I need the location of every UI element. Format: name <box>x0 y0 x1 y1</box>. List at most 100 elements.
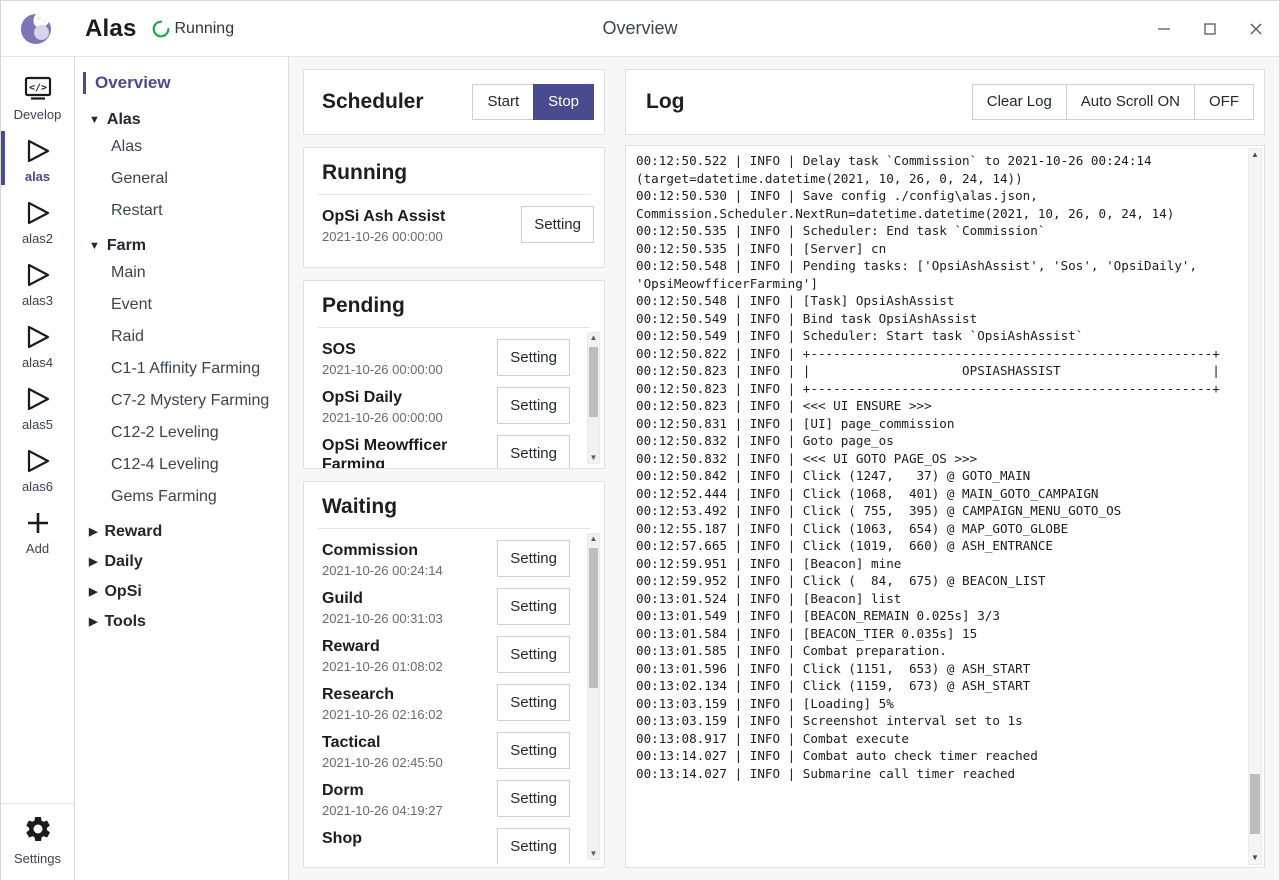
scroll-down-icon[interactable]: ▼ <box>589 453 598 463</box>
task-setting-button[interactable]: Setting <box>497 540 570 578</box>
nav-item-main[interactable]: Main <box>111 264 146 281</box>
nav-group-tools[interactable]: ▶ Tools <box>75 603 288 633</box>
clear-log-button[interactable]: Clear Log <box>971 84 1067 121</box>
nav-group-daily[interactable]: ▶ Daily <box>75 543 288 573</box>
task-setting-button[interactable]: Setting <box>497 435 570 469</box>
rail-label: alas <box>24 169 51 184</box>
task-name: Shop <box>322 830 362 848</box>
nav-group-farm[interactable]: ▼ Farm <box>75 227 288 257</box>
play-triangle-icon <box>23 134 53 168</box>
rail-item-alas4[interactable]: alas4 <box>1 313 74 375</box>
task-row[interactable]: Tactical 2021-10-26 02:45:50 Setting <box>304 727 580 775</box>
task-row[interactable]: Guild 2021-10-26 00:31:03 Setting <box>304 583 580 631</box>
task-setting-button[interactable]: Setting <box>497 588 570 626</box>
scrollbar-thumb[interactable] <box>589 347 598 418</box>
task-row[interactable]: OpSi Meowfficer Farming Setting <box>304 430 580 469</box>
task-row[interactable]: Commission 2021-10-26 00:24:14 Setting <box>304 535 580 583</box>
rail-item-develop[interactable]: </> Develop <box>1 65 74 127</box>
main-body: </> Develop alas alas2 <box>1 57 1279 880</box>
task-setting-button[interactable]: Setting <box>497 828 570 865</box>
nav-item-restart[interactable]: Restart <box>111 202 163 219</box>
task-row[interactable]: Shop Setting <box>304 823 580 865</box>
rail-item-alas6[interactable]: alas6 <box>1 437 74 499</box>
task-row[interactable]: Reward 2021-10-26 01:08:02 Setting <box>304 631 580 679</box>
nav-group-opsi[interactable]: ▶ OpSi <box>75 573 288 603</box>
run-status: Running <box>151 19 234 39</box>
task-row[interactable]: Research 2021-10-26 02:16:02 Setting <box>304 679 580 727</box>
task-time: 2021-10-26 01:08:02 <box>322 659 443 675</box>
nav-item-c12-2-leveling[interactable]: C12-2 Leveling <box>111 424 219 441</box>
settings-label: Settings <box>14 851 61 866</box>
task-setting-button[interactable]: Setting <box>497 684 570 722</box>
nav-item-c12-4-leveling[interactable]: C12-4 Leveling <box>111 456 219 473</box>
scroll-up-icon[interactable]: ▲ <box>589 534 598 544</box>
task-setting-button[interactable]: Setting <box>497 732 570 770</box>
chevron-down-icon: ▼ <box>89 113 100 126</box>
log-buttons: Clear Log Auto Scroll ON OFF <box>971 84 1254 121</box>
nav-group-label: Farm <box>106 237 147 254</box>
task-setting-button[interactable]: Setting <box>497 339 570 377</box>
alas-moon-logo-icon <box>16 9 56 49</box>
nav-item-overview[interactable]: Overview <box>75 65 288 101</box>
divider <box>318 327 590 329</box>
nav-item-general[interactable]: General <box>111 170 168 187</box>
auto-scroll-off-button[interactable]: OFF <box>1194 84 1254 121</box>
scroll-down-icon[interactable]: ▼ <box>1251 853 1259 862</box>
start-button[interactable]: Start <box>472 84 535 121</box>
play-triangle-icon <box>23 258 53 292</box>
rail-item-alas5[interactable]: alas5 <box>1 375 74 437</box>
scroll-down-icon[interactable]: ▼ <box>589 849 598 859</box>
nav-group-alas[interactable]: ▼ Alas <box>75 101 288 131</box>
task-row[interactable]: SOS 2021-10-26 00:00:00 Setting <box>304 334 580 382</box>
pending-scrollbar[interactable]: ▲ ▼ <box>587 332 600 465</box>
nav-group-reward[interactable]: ▶ Reward <box>75 513 288 543</box>
close-icon[interactable] <box>1233 1 1279 57</box>
nav-item-c7-2-mystery-farming[interactable]: C7-2 Mystery Farming <box>111 392 270 409</box>
nav-item-raid[interactable]: Raid <box>111 328 144 345</box>
task-name: Guild <box>322 590 363 608</box>
nav-item-event[interactable]: Event <box>111 296 152 313</box>
task-row[interactable]: OpSi Daily 2021-10-26 00:00:00 Setting <box>304 382 580 430</box>
pending-task-list: SOS 2021-10-26 00:00:00 Setting OpSi Dai… <box>304 328 604 469</box>
log-scrollbar[interactable]: ▲ ▼ <box>1248 148 1262 865</box>
rail-label: alas4 <box>21 355 54 370</box>
play-triangle-icon <box>23 382 53 416</box>
rail-label: alas3 <box>21 293 54 308</box>
scroll-up-icon[interactable]: ▲ <box>1251 150 1259 160</box>
nav-item-c1-1-affinity-farming[interactable]: C1-1 Affinity Farming <box>111 360 261 377</box>
scrollbar-thumb[interactable] <box>589 548 598 689</box>
nav-group-label: Daily <box>104 553 143 570</box>
task-setting-button[interactable]: Setting <box>497 780 570 818</box>
task-setting-button[interactable]: Setting <box>497 387 570 425</box>
task-time: 2021-10-26 02:16:02 <box>322 707 443 723</box>
task-time: 2021-10-26 04:19:27 <box>322 803 443 819</box>
rail-item-alas[interactable]: alas <box>1 127 74 189</box>
chevron-down-icon: ▼ <box>89 239 100 252</box>
rail-item-settings[interactable]: Settings <box>1 803 74 880</box>
stop-button[interactable]: Stop <box>533 84 594 121</box>
task-row[interactable]: OpSi Ash Assist 2021-10-26 00:00:00 Sett… <box>304 201 604 249</box>
minimize-icon[interactable] <box>1141 1 1187 57</box>
maximize-icon[interactable] <box>1187 1 1233 57</box>
scrollbar-thumb[interactable] <box>1250 774 1260 834</box>
task-setting-button[interactable]: Setting <box>521 206 594 244</box>
waiting-scrollbar[interactable]: ▲ ▼ <box>587 533 600 861</box>
rail-item-alas2[interactable]: alas2 <box>1 189 74 251</box>
svg-text:</>: </> <box>28 83 46 94</box>
rail-item-add[interactable]: Add <box>1 499 74 561</box>
task-row[interactable]: Dorm 2021-10-26 04:19:27 Setting <box>304 775 580 823</box>
code-monitor-icon: </> <box>24 72 52 106</box>
rail-item-alas3[interactable]: alas3 <box>1 251 74 313</box>
task-time: 2021-10-26 00:00:00 <box>322 410 443 426</box>
task-time: 2021-10-26 00:00:00 <box>322 229 443 245</box>
log-body[interactable]: 00:12:50.522 | INFO | Delay task `Commis… <box>625 145 1265 868</box>
auto-scroll-on-button[interactable]: Auto Scroll ON <box>1065 84 1195 121</box>
gear-icon <box>23 814 53 849</box>
nav-item-gems-farming[interactable]: Gems Farming <box>111 488 217 505</box>
waiting-title: Waiting <box>322 495 398 519</box>
scroll-up-icon[interactable]: ▲ <box>589 333 598 343</box>
rail-label: alas2 <box>21 231 54 246</box>
task-setting-button[interactable]: Setting <box>497 636 570 674</box>
nav-item-alas[interactable]: Alas <box>111 138 143 155</box>
